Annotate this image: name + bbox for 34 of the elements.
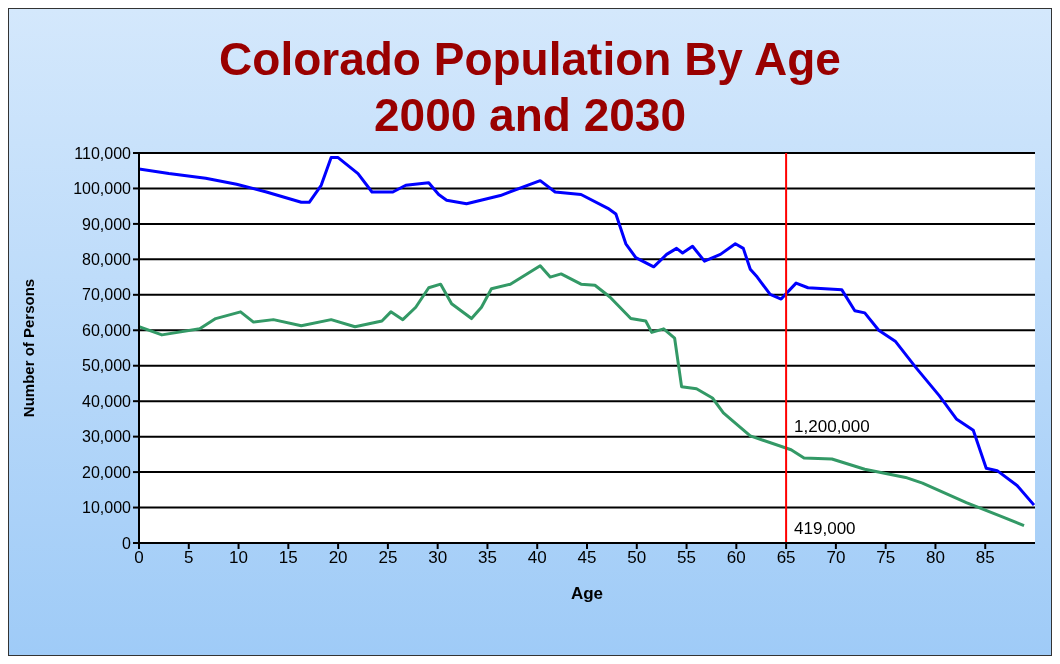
x-tick-label: 5 bbox=[184, 548, 194, 568]
y-tick-label: 60,000 bbox=[82, 321, 132, 339]
x-tick-label: 45 bbox=[577, 548, 597, 568]
y-tick-label: 50,000 bbox=[82, 357, 132, 375]
y-tick-label: 110,000 bbox=[74, 144, 132, 162]
x-tick-label: 75 bbox=[876, 548, 896, 568]
y-tick-label: 80,000 bbox=[82, 251, 132, 269]
x-tick-label: 80 bbox=[925, 548, 945, 568]
y-tick-label: 100,000 bbox=[73, 180, 132, 198]
x-tick-label: 30 bbox=[428, 548, 448, 568]
x-tick-label: 25 bbox=[378, 548, 398, 568]
y-tick-label: 70,000 bbox=[82, 286, 132, 304]
annotation: 1,200,000 bbox=[794, 417, 870, 437]
x-tick-label: 70 bbox=[826, 548, 846, 568]
x-tick-label: 10 bbox=[229, 548, 249, 568]
y-tick-label: 20,000 bbox=[82, 463, 132, 481]
x-tick-label: 60 bbox=[726, 548, 746, 568]
x-tick-label: 40 bbox=[527, 548, 547, 568]
x-tick-label: 15 bbox=[278, 548, 298, 568]
x-tick-label: 85 bbox=[975, 548, 995, 568]
annotation: 419,000 bbox=[794, 519, 856, 539]
y-tick-label: 30,000 bbox=[82, 428, 132, 446]
x-axis-title: Age bbox=[570, 584, 604, 603]
x-tick-label: 20 bbox=[328, 548, 348, 568]
y-tick-label: 0 bbox=[122, 534, 132, 552]
chart-title: Colorado Population By Age 2000 and 2030 bbox=[218, 32, 842, 143]
y-tick-label: 90,000 bbox=[82, 215, 132, 233]
y-tick-label: 40,000 bbox=[82, 392, 132, 410]
y-tick-label: 10,000 bbox=[82, 499, 132, 517]
y-axis-title: Number of Persons bbox=[20, 278, 38, 418]
x-tick-label: 65 bbox=[776, 548, 796, 568]
x-tick-label: 55 bbox=[677, 548, 697, 568]
x-tick-label: 35 bbox=[477, 548, 497, 568]
x-tick-label: 50 bbox=[627, 548, 647, 568]
